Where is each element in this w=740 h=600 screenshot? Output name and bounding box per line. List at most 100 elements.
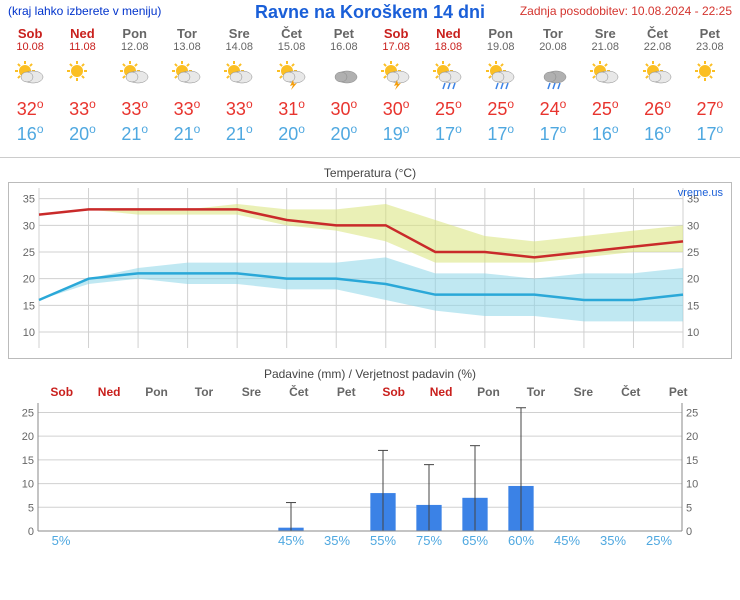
temp-high: 33o: [161, 97, 213, 120]
svg-text:25: 25: [686, 407, 698, 419]
svg-text:60%: 60%: [508, 533, 534, 548]
precip-day-label: Tor: [180, 385, 227, 399]
page-title: Ravne na Koroškem 14 dni: [255, 2, 485, 23]
temp-high: 32o: [4, 97, 56, 120]
weather-icon: [161, 57, 213, 93]
weather-icon: [422, 57, 474, 93]
day-name: Sob: [370, 26, 422, 41]
temp-low: 17o: [684, 122, 736, 145]
day-column: Sob17.08 30o19o: [370, 24, 422, 157]
temp-low: 16o: [579, 122, 631, 145]
precip-day-label: Pon: [133, 385, 180, 399]
menu-hint[interactable]: (kraj lahko izberete v meniju): [8, 4, 161, 18]
day-column: Pon12.0833o21o: [109, 24, 161, 157]
day-date: 15.08: [265, 41, 317, 53]
day-name: Pon: [109, 26, 161, 41]
day-name: Pet: [318, 26, 370, 41]
day-column: Čet22.0826o16o: [631, 24, 683, 157]
day-name: Sre: [213, 26, 265, 41]
temp-high: 25o: [579, 97, 631, 120]
day-date: 19.08: [475, 41, 527, 53]
svg-text:5: 5: [28, 502, 34, 514]
day-date: 23.08: [684, 41, 736, 53]
brand-label: vreme.us: [678, 187, 723, 199]
day-column: Ned18.0825o17o: [422, 24, 474, 157]
day-column: Pon19.0825o17o: [475, 24, 527, 157]
precipitation-section: Padavine (mm) / Verjetnost padavin (%) S…: [0, 359, 740, 554]
svg-text:25: 25: [22, 407, 34, 419]
day-name: Ned: [56, 26, 108, 41]
day-column: Tor20.0824o17o: [527, 24, 579, 157]
temp-high: 25o: [475, 97, 527, 120]
svg-text:20: 20: [687, 274, 699, 286]
precip-day-label: Ned: [417, 385, 464, 399]
temp-high: 30o: [318, 97, 370, 120]
day-name: Tor: [161, 26, 213, 41]
temp-high: 31o: [265, 97, 317, 120]
day-name: Čet: [631, 26, 683, 41]
day-name: Ned: [422, 26, 474, 41]
svg-text:35: 35: [23, 194, 35, 206]
forecast-table: Sob10.0832o16oNed11.0833o20oPon12.0833o2…: [0, 24, 740, 158]
day-name: Pet: [684, 26, 736, 41]
svg-text:20: 20: [22, 431, 34, 443]
precip-chart: 005510101515202025255%45%35%55%75%65%60%…: [8, 399, 732, 554]
weather-icon: [4, 57, 56, 93]
day-date: 14.08: [213, 41, 265, 53]
svg-text:55%: 55%: [370, 533, 396, 548]
weather-icon: [475, 57, 527, 93]
svg-text:0: 0: [28, 526, 34, 538]
svg-text:15: 15: [686, 455, 698, 467]
svg-text:10: 10: [687, 327, 699, 339]
temp-low: 20o: [56, 122, 108, 145]
temp-high: 33o: [213, 97, 265, 120]
day-name: Pon: [475, 26, 527, 41]
temp-high: 33o: [109, 97, 161, 120]
svg-text:35%: 35%: [324, 533, 350, 548]
weather-icon: [265, 57, 317, 93]
day-date: 18.08: [422, 41, 474, 53]
svg-text:10: 10: [686, 479, 698, 491]
temp-low: 19o: [370, 122, 422, 145]
day-date: 10.08: [4, 41, 56, 53]
svg-text:20: 20: [23, 274, 35, 286]
temp-high: 26o: [631, 97, 683, 120]
precip-day-label: Pet: [323, 385, 370, 399]
svg-text:15: 15: [687, 300, 699, 312]
day-column: Čet15.08 31o20o: [265, 24, 317, 157]
svg-text:15: 15: [22, 455, 34, 467]
weather-icon: [370, 57, 422, 93]
day-date: 13.08: [161, 41, 213, 53]
precip-day-label: Ned: [85, 385, 132, 399]
svg-text:20: 20: [686, 431, 698, 443]
day-date: 16.08: [318, 41, 370, 53]
day-date: 17.08: [370, 41, 422, 53]
day-name: Sob: [4, 26, 56, 41]
day-date: 21.08: [579, 41, 631, 53]
day-name: Čet: [265, 26, 317, 41]
temp-high: 30o: [370, 97, 422, 120]
temp-low: 17o: [422, 122, 474, 145]
svg-text:75%: 75%: [416, 533, 442, 548]
temp-chart-title: Temperatura (°C): [8, 166, 732, 180]
precip-day-label: Sre: [228, 385, 275, 399]
header: (kraj lahko izberete v meniju) Ravne na …: [0, 0, 740, 24]
weather-icon: [631, 57, 683, 93]
precip-day-label: Pon: [465, 385, 512, 399]
temp-high: 24o: [527, 97, 579, 120]
weather-icon: [109, 57, 161, 93]
precip-day-label: Sob: [38, 385, 85, 399]
precip-day-label: Sre: [560, 385, 607, 399]
last-update: Zadnja posodobitev: 10.08.2024 - 22:25: [520, 4, 732, 18]
precip-day-label: Čet: [275, 385, 322, 399]
svg-text:30: 30: [687, 220, 699, 232]
day-date: 12.08: [109, 41, 161, 53]
svg-text:25%: 25%: [646, 533, 672, 548]
svg-text:0: 0: [686, 526, 692, 538]
day-column: Sre21.0825o16o: [579, 24, 631, 157]
precip-chart-title: Padavine (mm) / Verjetnost padavin (%): [8, 367, 732, 381]
day-column: Pet23.0827o17o: [684, 24, 736, 157]
temp-chart: vreme.us 101015152020252530303535: [8, 182, 732, 359]
temp-low: 20o: [265, 122, 317, 145]
svg-text:5: 5: [686, 502, 692, 514]
